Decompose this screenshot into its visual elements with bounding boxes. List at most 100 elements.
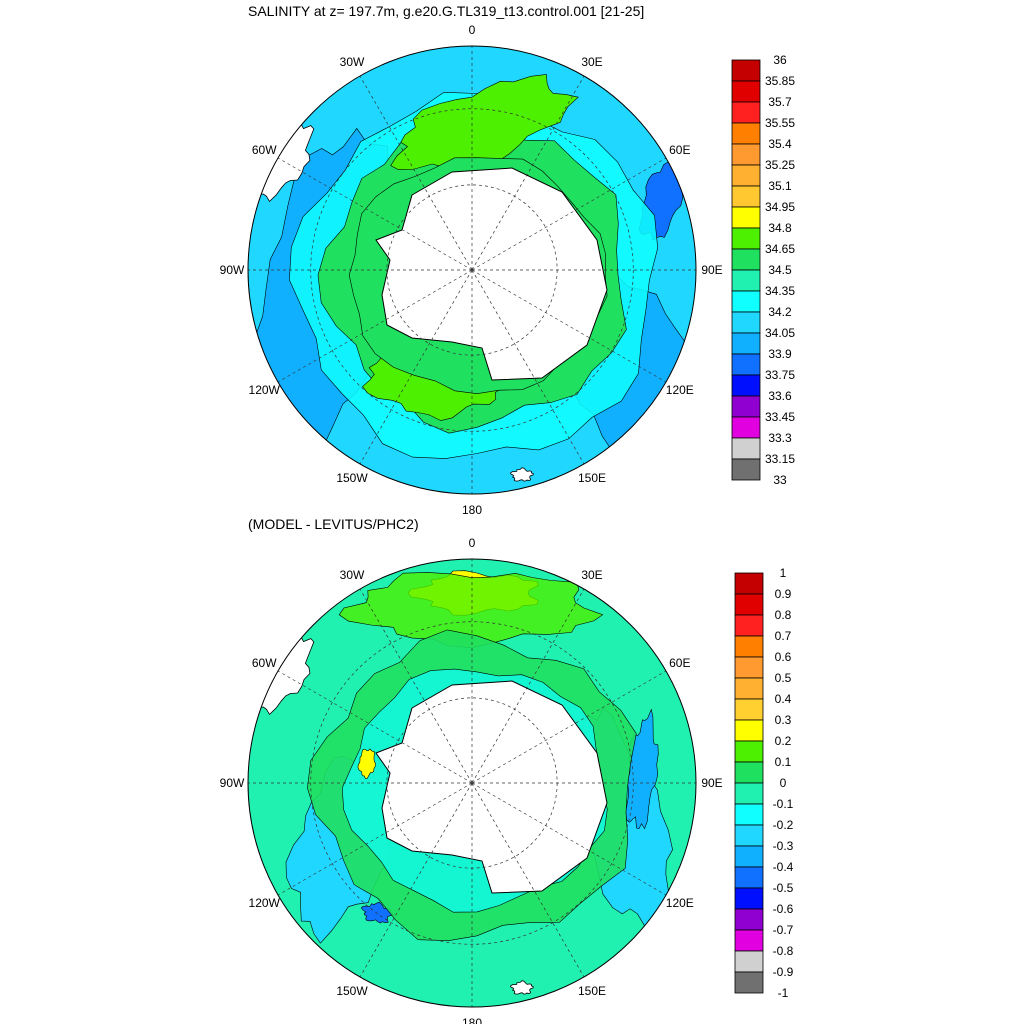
colorbar-swatch (734, 572, 764, 595)
colorbar-label: 33.6 (768, 389, 792, 403)
longitude-line (471, 269, 585, 465)
longitude-label: 60W (252, 656, 277, 670)
longitude-label: 0 (469, 23, 476, 37)
bottom-panel-title: (MODEL - LEVITUS/PHC2) (248, 516, 419, 532)
top-panel-title: SALINITY at z= 197.7m, g.e20.G.TL319_t13… (248, 3, 645, 19)
longitude-label: 120E (666, 383, 694, 397)
longitude-line (277, 157, 473, 271)
colorbar-label: 36 (773, 53, 787, 67)
anomaly-zone (338, 572, 604, 649)
longitude-line (277, 782, 473, 896)
colorbar-label: -0.9 (773, 965, 794, 979)
colorbar-label: 33.75 (765, 368, 795, 382)
colorbar-label: 34.8 (768, 221, 792, 235)
longitude-label: 120W (249, 383, 281, 397)
longitude-label: 0 (469, 536, 476, 550)
longitude-label: 90W (220, 263, 245, 277)
longitude-line (471, 588, 585, 784)
colorbar-swatch (731, 206, 761, 229)
colorbar-label: 0.8 (775, 608, 792, 622)
colorbar-label: 0.6 (775, 650, 792, 664)
colorbar-label: 0.9 (775, 587, 792, 601)
colorbar-label: 0.1 (775, 755, 792, 769)
colorbar-swatch (734, 677, 764, 700)
colorbar-swatch (731, 437, 761, 460)
longitude-line (471, 157, 667, 271)
longitude-line (359, 782, 473, 978)
latitude-circle (310, 108, 634, 432)
colorbar-label: 35.85 (765, 74, 795, 88)
longitude-line (359, 269, 473, 465)
longitude-label: 90E (701, 263, 722, 277)
colorbar-label: 34.05 (765, 326, 795, 340)
longitude-label: 150W (336, 984, 368, 998)
longitude-label: 30E (581, 55, 602, 69)
new-zealand-landmass (510, 467, 534, 482)
longitude-label: 90E (701, 776, 722, 790)
map-boundary (247, 45, 697, 495)
map-boundary (247, 558, 697, 1008)
longitude-label: 180 (462, 503, 482, 517)
colorbar-swatch (731, 374, 761, 397)
latitude-circle (310, 621, 634, 945)
colorbar-swatch (731, 269, 761, 292)
colorbar-label: 0.2 (775, 734, 792, 748)
colorbar-label: -0.7 (773, 923, 794, 937)
graticule (248, 559, 696, 1007)
longitude-line (277, 670, 473, 784)
colorbar-label: 34.2 (768, 305, 792, 319)
longitude-label: 30W (340, 568, 365, 582)
longitude-label: 150E (578, 984, 606, 998)
antarctica-landmass (375, 680, 608, 894)
colorbar-swatch (731, 332, 761, 355)
colorbar-swatch (731, 143, 761, 166)
colorbar-label: -0.5 (773, 881, 794, 895)
colorbar-label: -1 (778, 986, 789, 1000)
colorbar-swatch (734, 971, 764, 994)
longitude-label: 150E (578, 471, 606, 485)
colorbar-label: -0.1 (773, 797, 794, 811)
longitude-line (359, 75, 473, 271)
colorbar-swatch (734, 803, 764, 826)
colorbar-swatch (734, 929, 764, 952)
colorbar-swatch (731, 101, 761, 124)
colorbar-label: 34.95 (765, 200, 795, 214)
colorbar-label: 0.5 (775, 671, 792, 685)
graticule (248, 46, 696, 494)
longitude-label: 90W (220, 776, 245, 790)
map-field-1 (248, 559, 696, 1007)
colorbar-label: 35.25 (765, 158, 795, 172)
colorbar-label: 1 (780, 566, 787, 580)
anomaly-zone (357, 748, 377, 779)
colorbar-swatch (734, 593, 764, 616)
colorbar-swatch (731, 164, 761, 187)
colorbar-swatch (734, 761, 764, 784)
colorbar-label: 33 (773, 473, 787, 487)
longitude-line (359, 588, 473, 784)
longitude-line (471, 670, 667, 784)
colorbar-swatch (734, 614, 764, 637)
colorbar-label: -0.4 (773, 860, 794, 874)
colorbar-swatch (734, 824, 764, 847)
colorbar-swatch (731, 290, 761, 313)
colorbar-swatch (731, 311, 761, 334)
colorbar-label: 0.7 (775, 629, 792, 643)
colorbar-label: -0.2 (773, 818, 794, 832)
longitude-label: 120E (666, 896, 694, 910)
longitude-line (471, 75, 585, 271)
colorbar-swatch (734, 656, 764, 679)
longitude-label: 180 (462, 1016, 482, 1024)
colorbar-swatch (734, 740, 764, 763)
colorbar-swatch (731, 80, 761, 103)
colorbar-swatch (731, 59, 761, 82)
colorbar-label: 0 (780, 776, 787, 790)
colorbar-label: -0.3 (773, 839, 794, 853)
colorbar-label: 33.9 (768, 347, 792, 361)
colorbar-label: 0.3 (775, 713, 792, 727)
colorbar-swatch (734, 782, 764, 805)
colorbar-swatch (731, 185, 761, 208)
colorbar-label: 35.4 (768, 137, 792, 151)
colorbar-label: 0.4 (775, 692, 792, 706)
longitude-line (471, 269, 667, 383)
